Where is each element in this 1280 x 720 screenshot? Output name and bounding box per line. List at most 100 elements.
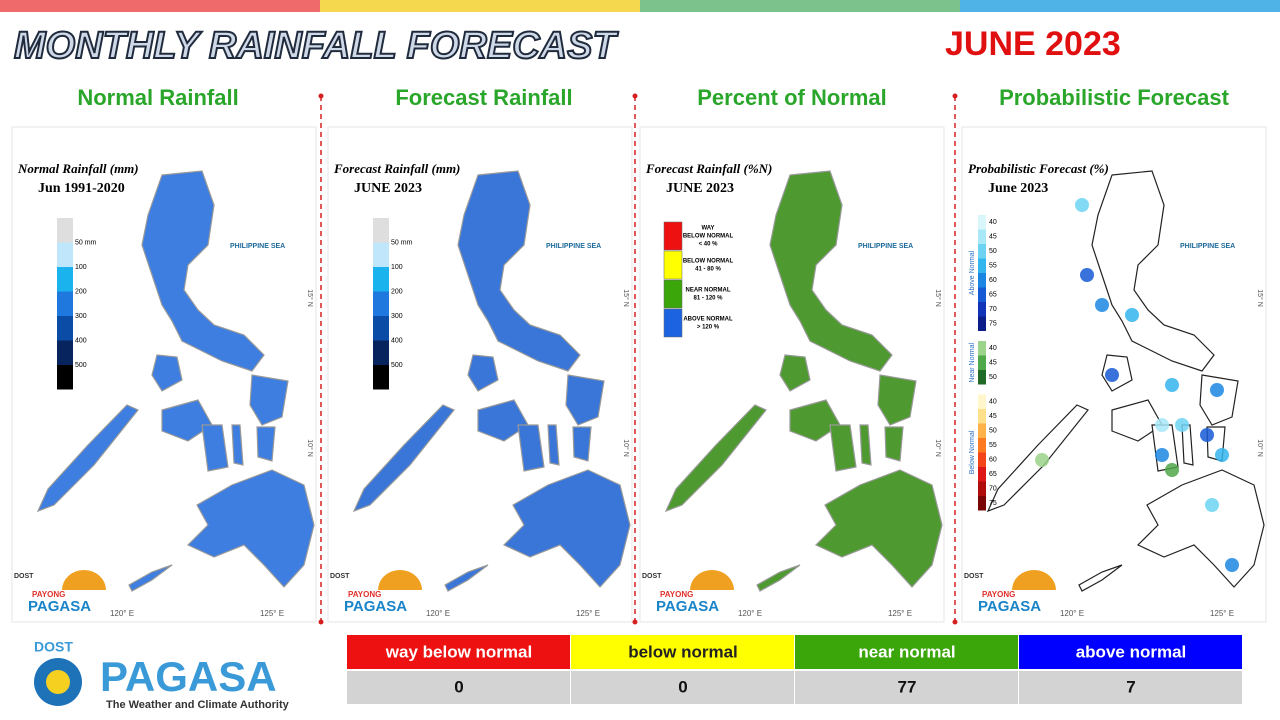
probability-spot <box>1035 453 1049 467</box>
sea-label: PHILIPPINE SEA <box>858 243 913 250</box>
table: way below normal 0 below normal 0 near norma… <box>347 635 1242 704</box>
legend-label: 65 <box>989 471 997 478</box>
table-header-cell <box>347 635 570 669</box>
legend-label: 40 <box>989 398 997 405</box>
legend-group: Above Normal <box>969 250 976 295</box>
legend-swatch <box>663 308 683 338</box>
legend-label: 100 <box>75 264 87 271</box>
lat-label: 10° N <box>306 439 314 457</box>
legend-group: Below Normal <box>969 430 976 474</box>
probability-spot <box>1200 428 1214 442</box>
legend-swatch <box>373 291 389 316</box>
legend-label: 55 <box>989 262 997 269</box>
panel: Forecast Rainfall Forecast Rainfall (mm) J… <box>327 85 633 623</box>
legend-label: 60 <box>989 277 997 284</box>
separator-dot <box>952 619 958 625</box>
separator-dot <box>318 619 324 625</box>
probability-spot <box>1210 383 1224 397</box>
legend-swatch <box>978 273 986 288</box>
small-logo-agency: DOST <box>330 573 350 580</box>
logo-name: PAGASA <box>100 653 277 700</box>
separator-dot <box>952 93 958 99</box>
probability-spot <box>1165 463 1179 477</box>
lon-label: 125° E <box>888 609 912 618</box>
probability-spot <box>1155 418 1169 432</box>
legend-swatch <box>978 287 986 302</box>
umbrella <box>378 570 422 590</box>
legend-swatch <box>663 221 683 251</box>
lat-label: 15° N <box>934 289 942 307</box>
legend-label: 45 <box>989 413 997 420</box>
legend-label: 60 <box>989 456 997 463</box>
legend-swatch <box>978 423 986 438</box>
legend-label: 100 <box>391 264 403 271</box>
lon-label: 120° E <box>110 609 134 618</box>
probability-spot <box>1205 498 1219 512</box>
legend-label: 50 <box>989 374 997 381</box>
map-title: Probabilistic Forecast (%) <box>968 161 1109 176</box>
small-logo-name: PAGASA <box>656 598 719 615</box>
small-logo-agency: DOST <box>964 573 984 580</box>
separator-dot <box>632 93 638 99</box>
panel-heading: Forecast Rainfall <box>395 85 572 110</box>
panel-heading: Probabilistic Forecast <box>999 85 1230 110</box>
lon-label: 125° E <box>260 609 284 618</box>
legend-label: 40 <box>989 345 997 352</box>
legend-swatch <box>57 242 73 267</box>
legend-swatch <box>57 365 73 390</box>
legend-swatch <box>663 279 683 309</box>
legend-label: 65 <box>989 291 997 298</box>
table-value: 0 <box>678 677 687 696</box>
probability-spot <box>1215 448 1229 462</box>
map-subtitle: Jun 1991-2020 <box>38 181 125 196</box>
table-header: above normal <box>1076 642 1187 661</box>
probability-spot <box>1155 448 1169 462</box>
legend-swatch <box>373 365 389 390</box>
legend-swatch <box>373 340 389 365</box>
probability-spot <box>1105 368 1119 382</box>
small-logo-program: PAYONG <box>660 590 693 599</box>
table-header: way below normal <box>385 642 532 661</box>
table-header: below normal <box>628 642 738 661</box>
legend-swatch <box>373 218 389 243</box>
table-cell <box>571 671 794 704</box>
title: MONTHLY RAINFALL FORECAST <box>14 25 618 67</box>
legend-label: 70 <box>989 485 997 492</box>
umbrella <box>1012 570 1056 590</box>
period: JUNE 2023 <box>945 25 1121 63</box>
legend-label: 81 - 120 % <box>693 296 723 302</box>
small-logo-program: PAYONG <box>32 590 65 599</box>
legend-label: 41 - 80 % <box>695 267 721 273</box>
table-header-cell <box>795 635 1018 669</box>
separator-dot <box>632 619 638 625</box>
lon-label: 120° E <box>1060 609 1084 618</box>
panel-heading: Percent of Normal <box>697 85 887 110</box>
map-title: Normal Rainfall (mm) <box>17 161 139 176</box>
legend-swatch <box>978 341 986 356</box>
small-logo-program: PAYONG <box>982 590 1015 599</box>
legend-swatch <box>373 267 389 292</box>
lon-label: 125° E <box>1210 609 1234 618</box>
legend-swatch <box>373 316 389 341</box>
legend-swatch <box>57 316 73 341</box>
legend-label: < 40 % <box>699 242 719 248</box>
small-logo-name: PAGASA <box>28 598 91 615</box>
lat-label: 15° N <box>1256 289 1264 307</box>
sea-label: PHILIPPINE SEA <box>1180 243 1235 250</box>
map-subtitle: JUNE 2023 <box>354 181 422 196</box>
probability-spot <box>1075 198 1089 212</box>
panel: Normal Rainfall Normal Rainfall (mm) Jun 1… <box>11 85 317 623</box>
strip <box>960 0 1280 12</box>
legend-swatch <box>978 467 986 482</box>
umbrella <box>690 570 734 590</box>
logo-agency: DOST <box>34 639 73 655</box>
legend-label: 50 mm <box>75 239 97 246</box>
legend-label: BELOW NORMAL <box>683 234 734 240</box>
table-header-cell <box>571 635 794 669</box>
legend-label: 55 <box>989 442 997 449</box>
small-logo-name: PAGASA <box>978 598 1041 615</box>
panels: Normal Rainfall Normal Rainfall (mm) Jun 1… <box>11 85 1267 625</box>
legend-swatch <box>978 316 986 331</box>
probability-spot <box>1095 298 1109 312</box>
